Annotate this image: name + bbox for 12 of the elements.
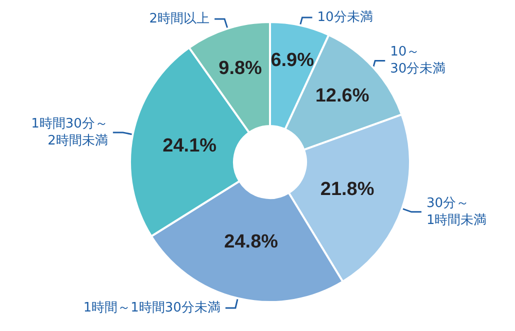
data-label: 6.9% xyxy=(270,50,314,71)
slice-label: 10分未満 xyxy=(317,10,373,25)
data-label: 12.6% xyxy=(315,85,370,106)
data-label: 24.8% xyxy=(224,231,278,252)
slice-label: 30分～1時間未満 xyxy=(426,196,487,228)
data-label: 9.8% xyxy=(218,58,262,80)
slice-label: 1時間～1時間30分未満 xyxy=(83,300,220,316)
slice-label: 2時間以上 xyxy=(149,12,210,27)
data-label: 21.8% xyxy=(320,178,374,200)
slice-label: 10～30分未満 xyxy=(390,44,446,77)
data-label: 24.1% xyxy=(162,135,217,156)
slice-label: 1時間30分～2時間未満 xyxy=(31,116,108,149)
